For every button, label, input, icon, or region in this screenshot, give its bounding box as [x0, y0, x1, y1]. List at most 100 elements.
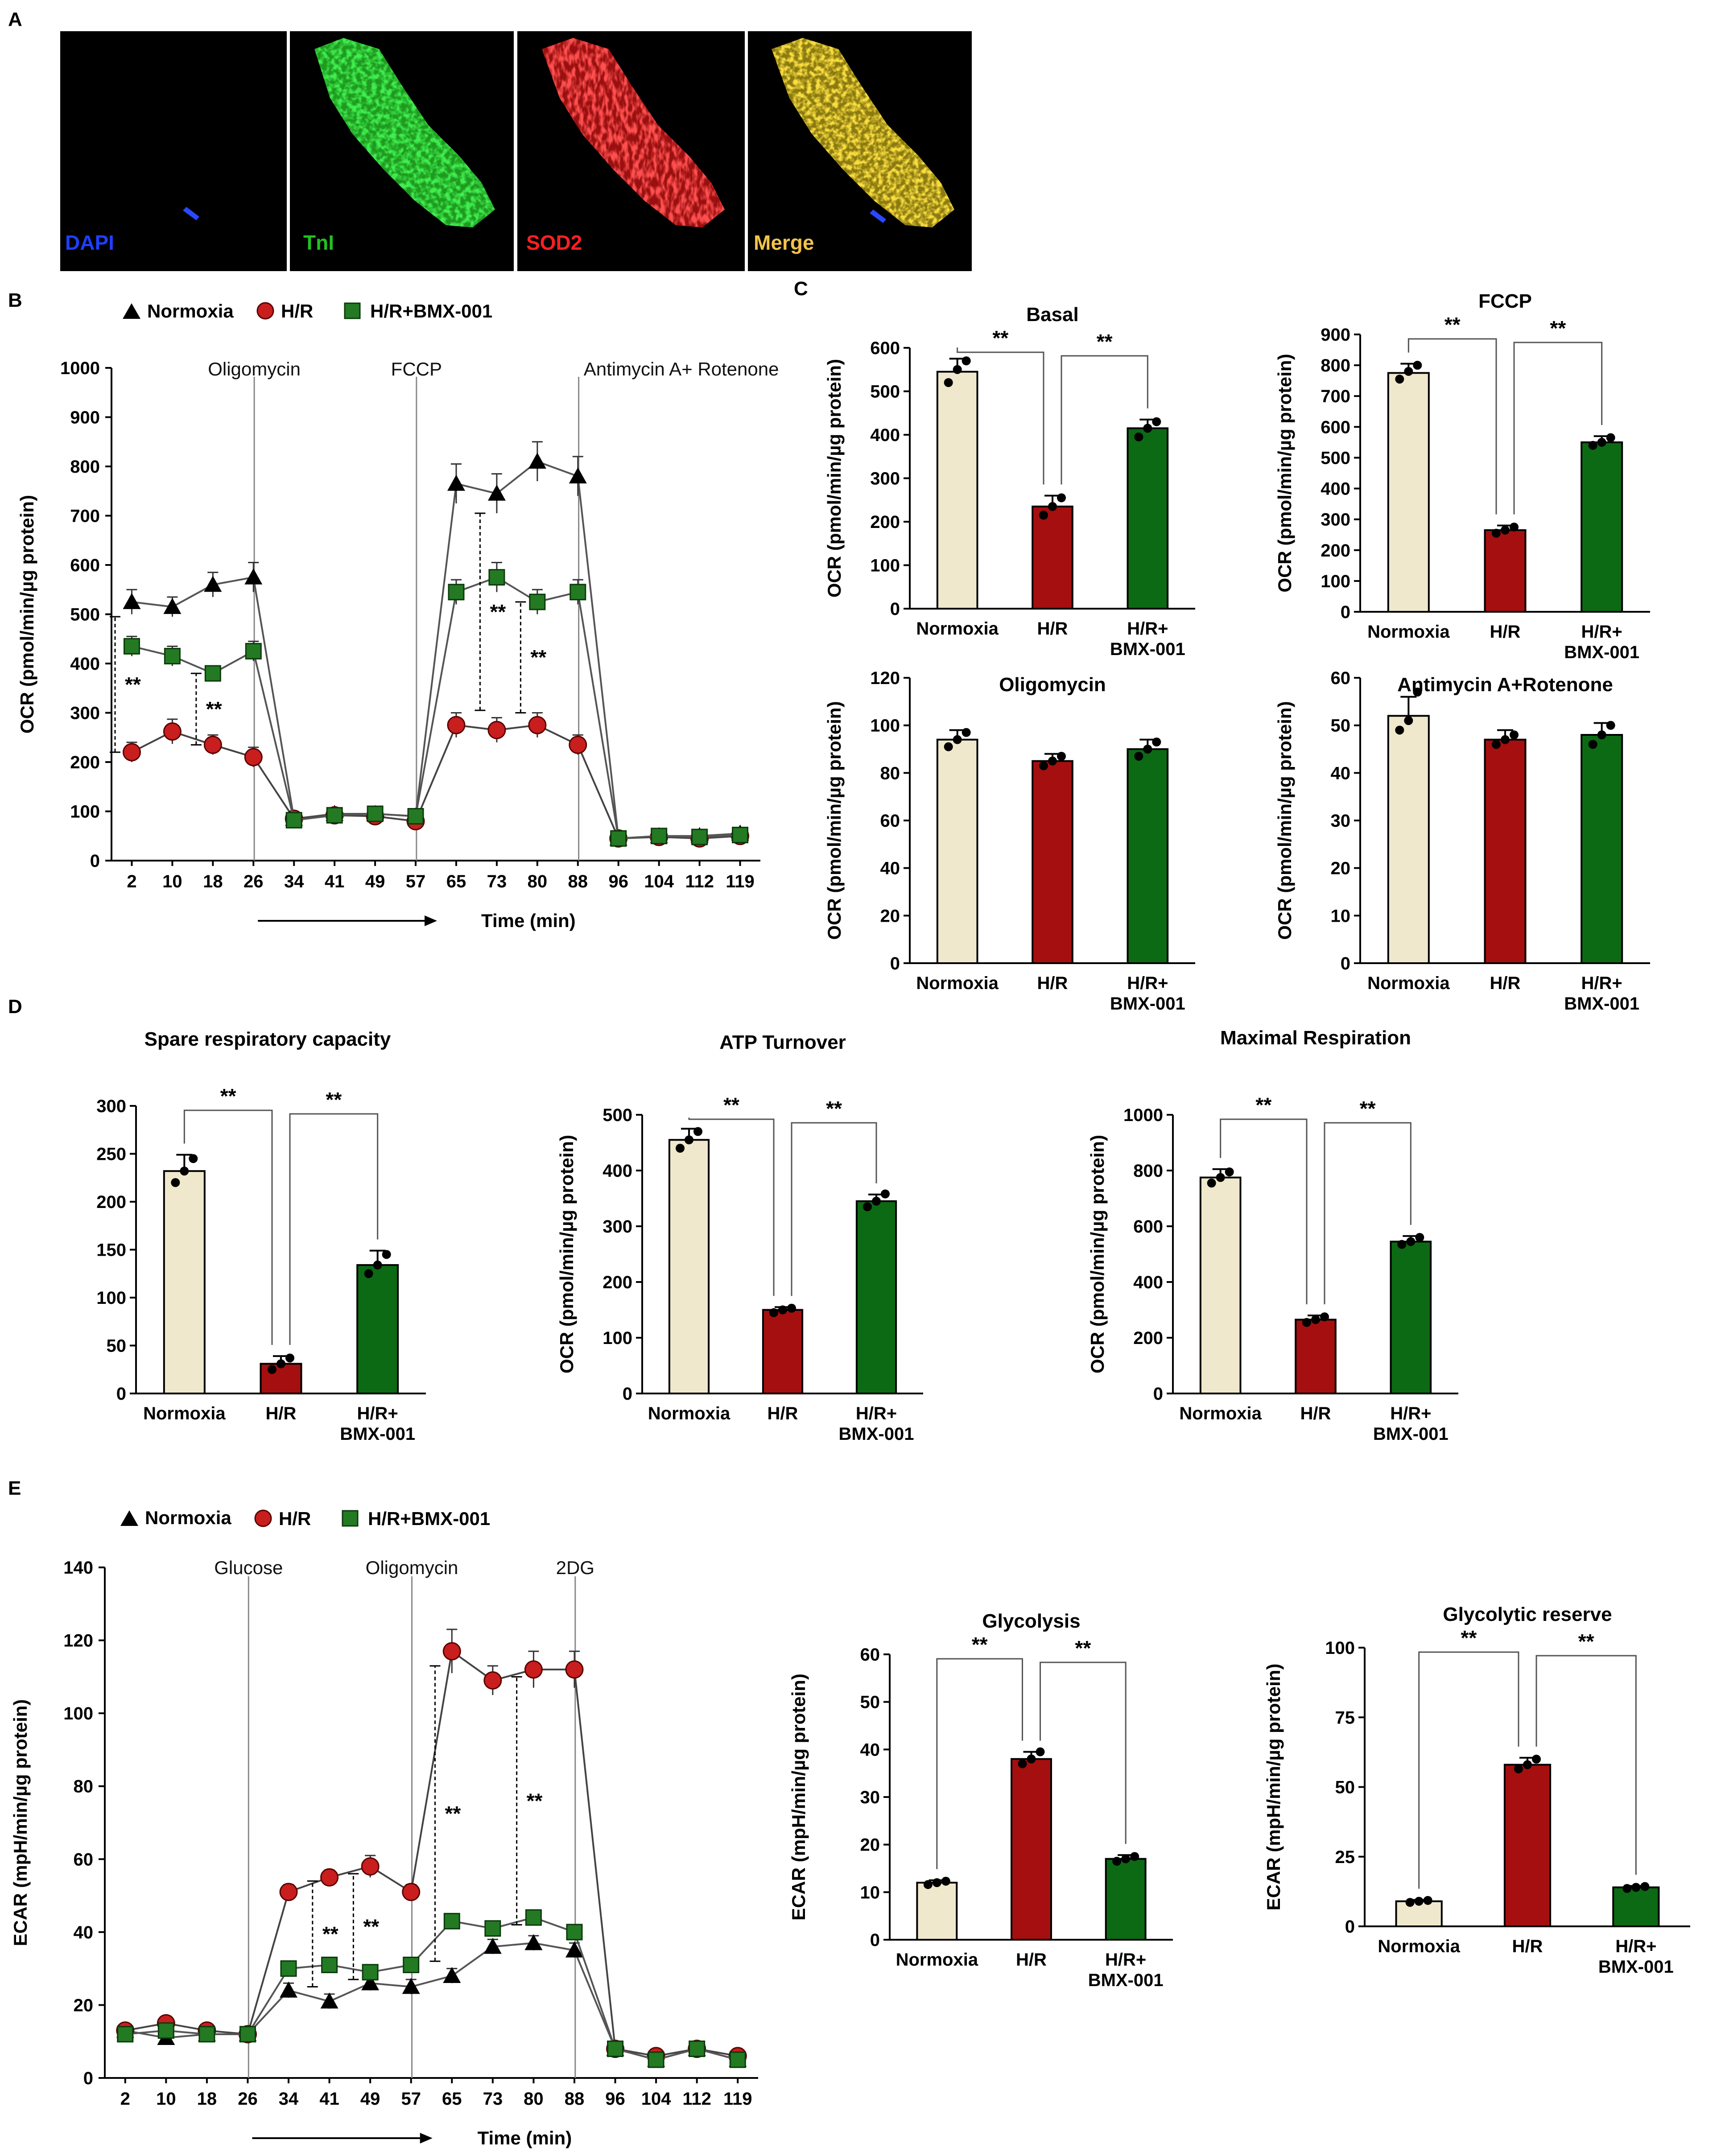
category-label: H/R+ BMX-001 [1373, 1404, 1449, 1444]
data-point [729, 2051, 746, 2068]
data-point [932, 1878, 941, 1887]
y-tick-label: 80 [880, 763, 900, 783]
x-tick-label: 96 [605, 2089, 625, 2109]
data-point [1152, 738, 1161, 746]
y-tick-label: 120 [870, 668, 900, 688]
series-line [132, 460, 740, 840]
y-tick-label: 100 [1325, 1638, 1355, 1658]
data-point [944, 378, 953, 387]
data-point [566, 1924, 583, 1941]
data-point [487, 721, 506, 739]
chart-title: FCCP [1478, 290, 1532, 312]
chart-title: Spare respiratory capacity [144, 1028, 391, 1050]
y-tick-label: 30 [1331, 811, 1351, 831]
x-tick-label: 10 [162, 872, 182, 891]
x-tick-label: 104 [644, 872, 674, 891]
data-point [163, 598, 182, 614]
data-point [1492, 740, 1501, 749]
data-point [361, 1974, 380, 1991]
x-tick-label: 104 [641, 2089, 671, 2109]
micrograph-row: DAPI TnI SOD2 Merge [60, 31, 972, 271]
data-point [1510, 522, 1519, 532]
data-point [204, 665, 221, 682]
data-point [198, 2026, 215, 2043]
data-point [1413, 361, 1422, 370]
data-point [1606, 433, 1615, 442]
x-tick-label: 34 [279, 2089, 299, 2109]
y-axis-label: OCR (pmol/min/µg protein) [17, 495, 37, 734]
data-point [610, 830, 627, 847]
data-point [1501, 735, 1510, 744]
y-tick-label: 0 [1345, 1917, 1355, 1937]
data-point [529, 594, 546, 610]
y-tick-label: 600 [1321, 417, 1350, 437]
data-point [1606, 721, 1615, 730]
data-point [565, 1660, 584, 1679]
y-axis-label: ECAR (mpH/min/µg protein) [10, 1699, 31, 1946]
data-point [1395, 375, 1404, 384]
y-tick-label: 400 [603, 1161, 632, 1181]
data-point [1225, 1167, 1234, 1177]
data-point [362, 1964, 379, 1981]
significance-label: ** [1444, 313, 1461, 336]
category-label: H/R+ BMX-001 [1564, 973, 1639, 1014]
legend-e: Normoxia H/R H/R+BMX-001 [120, 1507, 490, 1529]
chart-title: Antimycin A+Rotenone [1397, 674, 1613, 696]
y-tick-label: 600 [870, 338, 900, 358]
bar-chart-d-maximal: 0 200 400 600 800 1000 Maximal Respiration OCR … [1087, 1027, 1458, 1444]
y-tick-label: 300 [96, 1097, 126, 1116]
data-point [607, 2041, 624, 2057]
data-point [382, 1250, 391, 1259]
y-tick-label: 80 [74, 1777, 94, 1797]
data-point [1640, 1882, 1650, 1891]
data-point [1514, 1764, 1523, 1773]
data-point [367, 805, 384, 822]
data-point [1018, 1759, 1027, 1768]
injection-label: Glucose [214, 1557, 283, 1578]
y-tick-label: 300 [70, 704, 100, 723]
series-line [131, 724, 740, 840]
bar-0 [163, 1170, 206, 1394]
significance-label: ** [1075, 1637, 1091, 1660]
data-point [402, 1978, 420, 1994]
bar-1 [1032, 505, 1073, 610]
significance-bracket [289, 1113, 379, 1345]
significance-bracket [183, 1109, 273, 1345]
significance-label: ** [326, 1088, 342, 1111]
series-line [125, 1942, 738, 2061]
y-tick-label: 300 [870, 469, 900, 489]
y-tick-label: 600 [70, 556, 100, 575]
significance-label: ** [322, 1922, 338, 1946]
bar-1 [1011, 1758, 1052, 1941]
y-tick-label: 150 [96, 1241, 126, 1260]
data-point [524, 1934, 543, 1950]
data-point [402, 1883, 421, 1901]
data-point [321, 1956, 338, 1973]
data-point [1406, 1237, 1416, 1246]
data-point [1039, 511, 1048, 520]
x-tick-label: 57 [401, 2089, 421, 2109]
data-point [570, 584, 586, 601]
data-point [691, 829, 708, 845]
data-point [361, 1857, 380, 1876]
data-point [1523, 1760, 1532, 1769]
data-point [863, 1202, 872, 1212]
series-normoxia [123, 441, 749, 846]
y-tick-label: 120 [63, 1631, 93, 1651]
x-tick-label: 65 [442, 2089, 462, 2109]
y-tick-label: 10 [860, 1883, 880, 1902]
data-point [123, 593, 141, 609]
significance-label: ** [1097, 330, 1113, 353]
y-tick-label: 20 [74, 1995, 94, 2015]
data-point [285, 812, 302, 829]
bar-0 [668, 1139, 710, 1394]
y-tick-label: 40 [860, 1740, 880, 1760]
y-tick-label: 700 [70, 507, 100, 526]
micrograph-tni: TnI [290, 31, 514, 271]
series-h-r [116, 1628, 747, 2065]
data-point [1501, 525, 1510, 535]
panel-label-d: D [8, 996, 22, 1018]
data-point [447, 716, 466, 734]
y-tick-label: 0 [890, 954, 900, 973]
data-point [1112, 1857, 1122, 1866]
